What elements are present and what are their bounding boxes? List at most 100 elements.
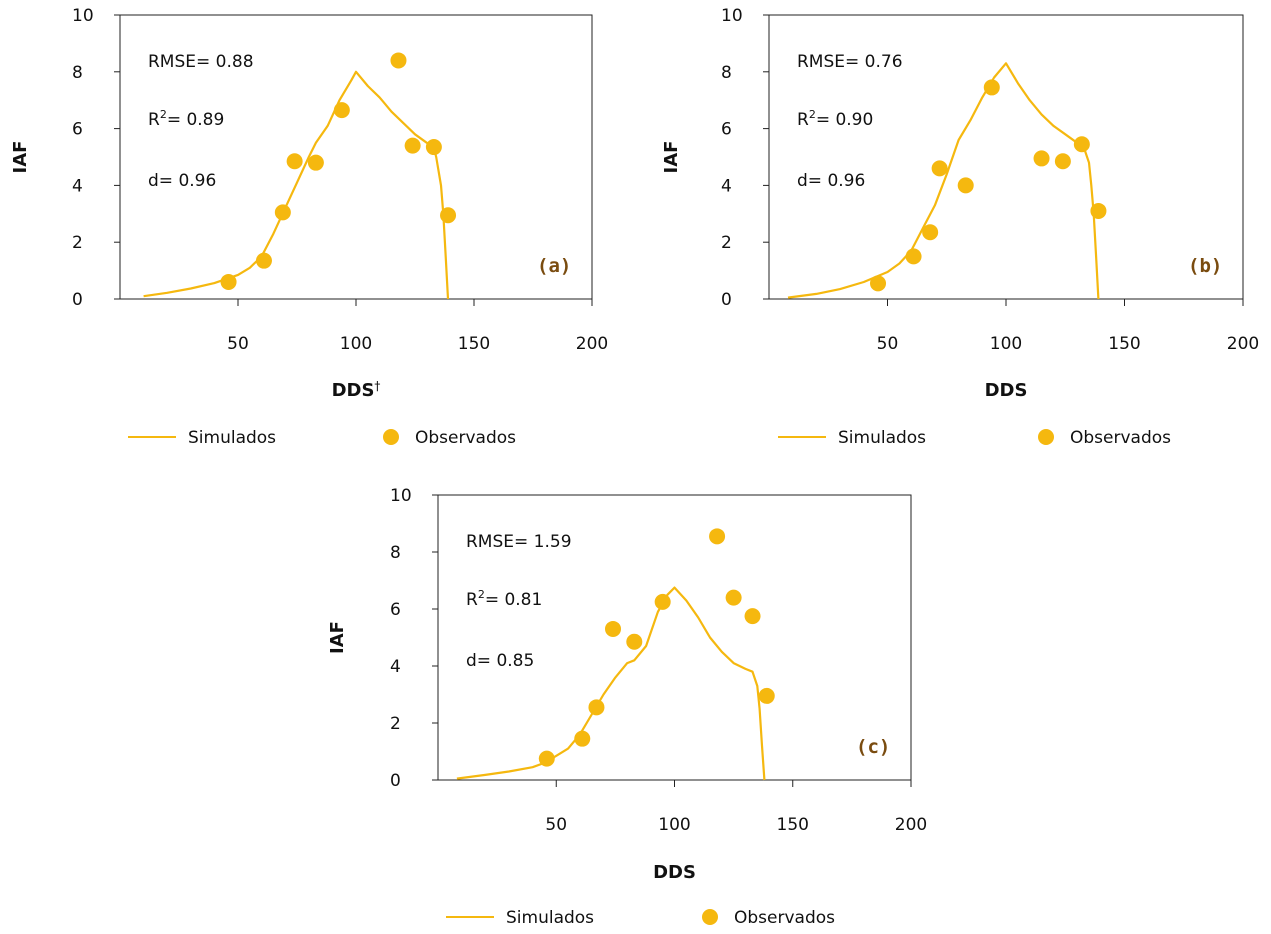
x-tick-label: 100 <box>658 815 690 835</box>
x-axis-title-text: DDS <box>653 862 696 883</box>
legend-observed-swatch <box>702 909 718 925</box>
y-axis-title: IAF <box>661 141 682 174</box>
y-tick-label: 8 <box>721 63 732 83</box>
x-tick-label: 50 <box>545 815 567 835</box>
observed-point <box>870 275 887 292</box>
legend-observed-label: Observados <box>1070 428 1171 448</box>
x-tick-label: 150 <box>777 815 809 835</box>
simulated-line <box>787 62 1100 300</box>
y-tick-label: 0 <box>390 771 401 791</box>
legend-observed-swatch <box>383 429 399 445</box>
observed-point <box>286 153 303 170</box>
y-tick-label: 0 <box>72 290 83 310</box>
r2-superscript: 2 <box>809 108 816 121</box>
x-tick-label: 50 <box>877 334 899 354</box>
panel-label: (b) <box>1188 255 1222 277</box>
observed-point <box>1054 153 1071 170</box>
x-axis-title-footnote-mark: † <box>374 379 380 393</box>
observed-point <box>931 160 948 177</box>
r2-value: = 0.89 <box>167 110 225 130</box>
observed-point <box>725 589 742 606</box>
legend-observed-label: Observados <box>734 908 835 928</box>
x-axis-title-text: DDS <box>332 380 375 401</box>
observed-point <box>1033 150 1050 167</box>
y-tick-label: 2 <box>721 233 732 253</box>
r2-superscript: 2 <box>160 108 167 121</box>
y-tick-label: 10 <box>72 6 94 26</box>
observed-point <box>709 528 726 545</box>
observed-point <box>333 102 350 119</box>
y-tick-label: 8 <box>72 63 83 83</box>
observed-point <box>274 204 291 221</box>
r2-symbol: R <box>466 590 478 610</box>
observed-point <box>654 593 671 610</box>
legend-simulated-label: Simulados <box>838 428 926 448</box>
observed-point <box>588 699 605 716</box>
rmse-annotation: RMSE= 0.88 <box>148 52 254 72</box>
y-tick-label: 8 <box>390 543 401 563</box>
y-tick-label: 6 <box>72 120 83 140</box>
simulated-line <box>143 70 450 300</box>
observed-point <box>1073 136 1090 153</box>
x-tick-label: 150 <box>458 334 490 354</box>
observed-point <box>905 248 922 265</box>
x-tick-label: 200 <box>1227 334 1259 354</box>
observed-point <box>404 137 421 154</box>
r2-value: = 0.81 <box>485 590 543 610</box>
observed-point <box>758 687 775 704</box>
y-axis-title: IAF <box>327 621 348 654</box>
x-tick-label: 200 <box>576 334 608 354</box>
observed-point <box>574 730 591 747</box>
d-annotation: d= 0.96 <box>148 171 216 191</box>
observed-point <box>983 79 1000 96</box>
y-tick-label: 10 <box>390 486 412 506</box>
observed-point <box>957 177 974 194</box>
observed-point <box>390 52 407 69</box>
y-tick-label: 4 <box>72 176 83 196</box>
panel-label: (c) <box>856 736 890 758</box>
observed-point <box>425 139 442 156</box>
x-axis-title: DDS† <box>332 379 381 401</box>
r2-symbol: R <box>148 110 160 130</box>
x-axis-title-text: DDS <box>985 380 1028 401</box>
legend-simulated-label: Simulados <box>188 428 276 448</box>
observed-point <box>744 608 761 625</box>
panel-label: (a) <box>537 255 571 277</box>
x-axis-title: DDS <box>653 862 696 883</box>
x-axis-title: DDS <box>985 380 1028 401</box>
observed-point <box>440 207 457 224</box>
y-tick-label: 4 <box>390 657 401 677</box>
y-tick-label: 2 <box>72 233 83 253</box>
y-tick-label: 2 <box>390 714 401 734</box>
observed-point <box>255 252 272 269</box>
observed-point <box>626 633 643 650</box>
observed-point <box>220 273 237 290</box>
r2-value: = 0.90 <box>816 110 874 130</box>
rmse-annotation: RMSE= 1.59 <box>466 532 572 552</box>
legend-observed-label: Observados <box>415 428 516 448</box>
observed-point <box>605 620 622 637</box>
legend-simulated-label: Simulados <box>506 908 594 928</box>
x-tick-label: 100 <box>990 334 1022 354</box>
d-annotation: d= 0.96 <box>797 171 865 191</box>
r2-annotation: R2= 0.89 <box>148 108 224 130</box>
x-tick-label: 50 <box>227 334 249 354</box>
x-tick-label: 100 <box>340 334 372 354</box>
rmse-annotation: RMSE= 0.76 <box>797 52 903 72</box>
r2-symbol: R <box>797 110 809 130</box>
r2-annotation: R2= 0.81 <box>466 588 542 610</box>
observed-point <box>307 154 324 171</box>
simulated-line <box>456 586 766 781</box>
observed-point <box>1090 202 1107 219</box>
legend-observed-swatch <box>1038 429 1054 445</box>
y-axis-title: IAF <box>10 141 31 174</box>
y-tick-label: 6 <box>390 600 401 620</box>
d-annotation: d= 0.85 <box>466 651 534 671</box>
y-tick-label: 6 <box>721 120 732 140</box>
r2-superscript: 2 <box>478 588 485 601</box>
y-tick-label: 0 <box>721 290 732 310</box>
